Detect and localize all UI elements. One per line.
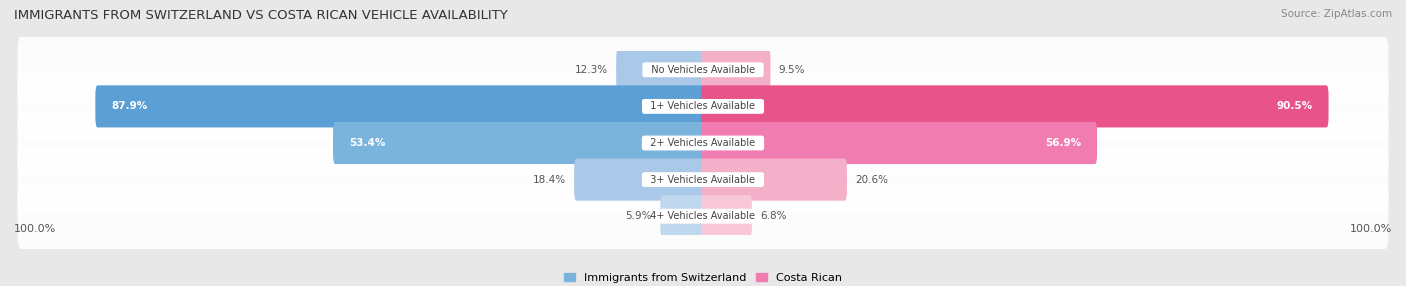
FancyBboxPatch shape — [702, 85, 1329, 128]
Text: 1+ Vehicles Available: 1+ Vehicles Available — [644, 102, 762, 111]
Text: 5.9%: 5.9% — [626, 211, 652, 221]
Text: 87.9%: 87.9% — [111, 102, 148, 111]
Text: 6.8%: 6.8% — [761, 211, 787, 221]
Text: IMMIGRANTS FROM SWITZERLAND VS COSTA RICAN VEHICLE AVAILABILITY: IMMIGRANTS FROM SWITZERLAND VS COSTA RIC… — [14, 9, 508, 21]
Text: 12.3%: 12.3% — [575, 65, 607, 75]
FancyBboxPatch shape — [96, 85, 704, 128]
Text: 18.4%: 18.4% — [533, 175, 565, 184]
FancyBboxPatch shape — [17, 147, 1389, 212]
FancyBboxPatch shape — [661, 195, 704, 237]
Text: 20.6%: 20.6% — [855, 175, 889, 184]
FancyBboxPatch shape — [17, 110, 1389, 176]
Text: 2+ Vehicles Available: 2+ Vehicles Available — [644, 138, 762, 148]
FancyBboxPatch shape — [702, 158, 846, 201]
FancyBboxPatch shape — [17, 74, 1389, 139]
Text: 56.9%: 56.9% — [1045, 138, 1081, 148]
Text: No Vehicles Available: No Vehicles Available — [645, 65, 761, 75]
Text: 100.0%: 100.0% — [1350, 224, 1392, 234]
Text: 53.4%: 53.4% — [349, 138, 385, 148]
FancyBboxPatch shape — [616, 49, 704, 91]
FancyBboxPatch shape — [17, 183, 1389, 249]
FancyBboxPatch shape — [702, 122, 1097, 164]
Text: 4+ Vehicles Available: 4+ Vehicles Available — [644, 211, 762, 221]
Text: 90.5%: 90.5% — [1277, 102, 1313, 111]
FancyBboxPatch shape — [574, 158, 704, 201]
FancyBboxPatch shape — [333, 122, 704, 164]
Text: Source: ZipAtlas.com: Source: ZipAtlas.com — [1281, 9, 1392, 19]
Legend: Immigrants from Switzerland, Costa Rican: Immigrants from Switzerland, Costa Rican — [560, 269, 846, 286]
FancyBboxPatch shape — [702, 195, 752, 237]
FancyBboxPatch shape — [17, 37, 1389, 103]
Text: 9.5%: 9.5% — [779, 65, 806, 75]
Text: 3+ Vehicles Available: 3+ Vehicles Available — [644, 175, 762, 184]
FancyBboxPatch shape — [702, 49, 770, 91]
Text: 100.0%: 100.0% — [14, 224, 56, 234]
